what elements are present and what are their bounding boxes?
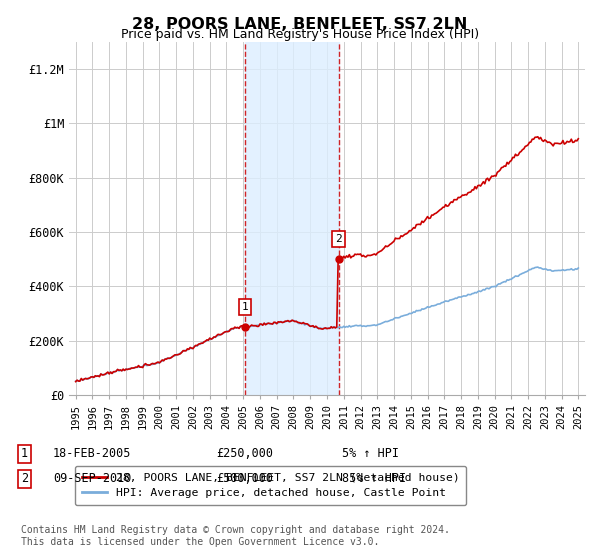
Text: 09-SEP-2010: 09-SEP-2010 [53, 472, 131, 486]
Text: Contains HM Land Registry data © Crown copyright and database right 2024.
This d: Contains HM Land Registry data © Crown c… [21, 525, 450, 547]
Text: £250,000: £250,000 [216, 447, 273, 460]
Text: 1: 1 [21, 447, 28, 460]
Text: £500,000: £500,000 [216, 472, 273, 486]
Bar [245, 42, 338, 395]
Text: 2: 2 [21, 472, 28, 486]
Text: 1: 1 [242, 302, 248, 312]
Text: 85% ↑ HPI: 85% ↑ HPI [342, 472, 406, 486]
Text: 5% ↑ HPI: 5% ↑ HPI [342, 447, 399, 460]
Text: Price paid vs. HM Land Registry's House Price Index (HPI): Price paid vs. HM Land Registry's House … [121, 28, 479, 41]
Legend: 28, POORS LANE, BENFLEET, SS7 2LN (detached house), HPI: Average price, detached: 28, POORS LANE, BENFLEET, SS7 2LN (detac… [74, 466, 466, 505]
Text: 18-FEB-2005: 18-FEB-2005 [53, 447, 131, 460]
Text: 2: 2 [335, 234, 342, 244]
Text: 28, POORS LANE, BENFLEET, SS7 2LN: 28, POORS LANE, BENFLEET, SS7 2LN [133, 17, 467, 32]
